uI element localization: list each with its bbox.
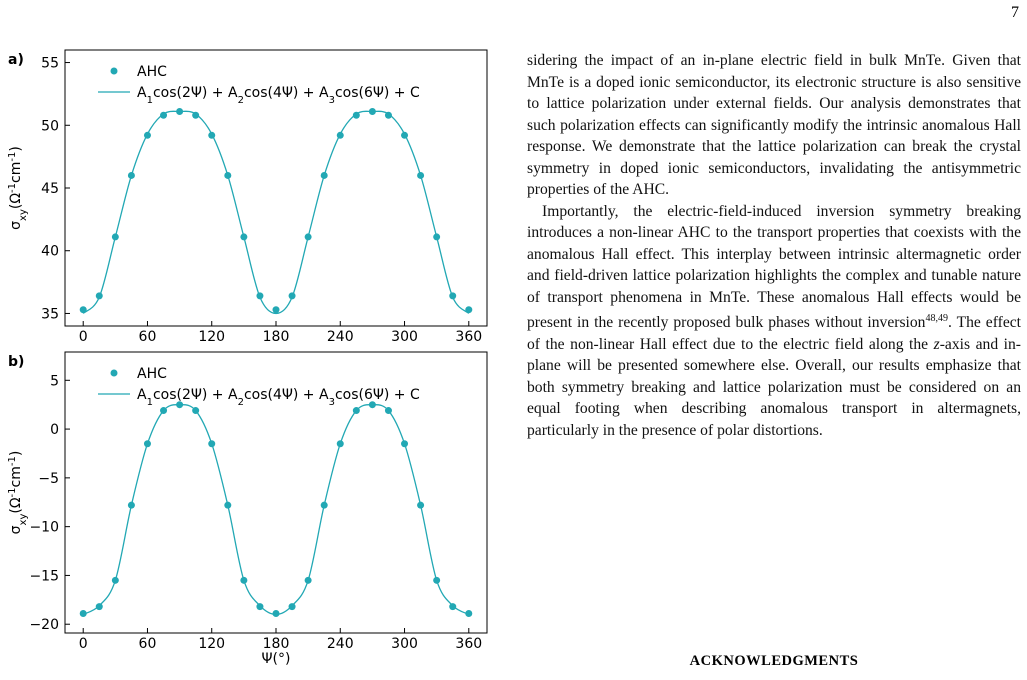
fit-line [82, 404, 470, 616]
label-part: ) [8, 146, 24, 151]
x-tick-label: 0 [79, 636, 88, 652]
label-part: σ [8, 221, 24, 230]
x-tick-label: 360 [455, 636, 482, 652]
label-part: (Ω [8, 193, 24, 209]
label-part: σ [8, 525, 24, 534]
text-column: sidering the impact of an in-plane elect… [527, 50, 1021, 441]
label-part: -1 [7, 487, 18, 497]
panel-label: b) [8, 354, 24, 370]
section-heading: ACKNOWLEDGMENTS [689, 653, 859, 669]
label-part: cm [8, 162, 24, 183]
label-part: 2 [238, 95, 244, 106]
y-tick-label: 0 [50, 422, 59, 438]
label-part: cos(2Ψ) + A [153, 85, 238, 101]
label-part: 2 [238, 397, 244, 408]
x-tick-label: 60 [139, 329, 157, 345]
label-part: 3 [329, 95, 335, 106]
text: . The effect of the non-linear Hall effe… [527, 314, 1022, 353]
text: -axis and in-plane will be presented som… [527, 335, 1021, 439]
label-part: -1 [7, 456, 18, 466]
legend-marker [110, 67, 118, 75]
legend-marker [110, 369, 118, 377]
x-tick-label: 180 [263, 636, 290, 652]
label-part: cos(2Ψ) + A [153, 387, 238, 403]
y-tick-label: −15 [29, 568, 59, 584]
citation: 48,49 [925, 313, 948, 324]
y-tick-label: 40 [41, 244, 59, 260]
page-number: 7 [1011, 4, 1019, 21]
x-tick-label: 60 [139, 636, 157, 652]
label-part: (Ω [8, 497, 24, 513]
y-tick-label: 35 [41, 306, 59, 322]
y-tick-label: 45 [41, 181, 59, 197]
label-part: xy [18, 209, 29, 221]
label-part: AHC [137, 366, 167, 382]
x-tick-label: 300 [391, 329, 418, 345]
x-tick-label: 120 [198, 329, 225, 345]
y-tick-label: 55 [41, 56, 59, 72]
paragraph: Importantly, the electric-field-induced … [527, 201, 1021, 442]
paragraph: sidering the impact of an in-plane elect… [527, 52, 1021, 198]
label-part: cos(4Ψ) + A [244, 387, 329, 403]
label-part: AHC [137, 64, 167, 80]
legend-label: AHC [137, 366, 167, 382]
data-point [288, 603, 296, 611]
x-tick-label: 180 [263, 329, 290, 345]
fit-line [82, 110, 470, 315]
x-tick-label: 0 [79, 329, 88, 345]
y-tick-label: −5 [38, 471, 59, 487]
x-tick-label: 240 [327, 636, 354, 652]
label-part: cos(6Ψ) + C [335, 85, 420, 101]
data-point [449, 603, 457, 611]
label-part: ) [8, 451, 24, 456]
label-part: cm [8, 466, 24, 487]
label-part: 3 [329, 397, 335, 408]
symbol: z [933, 335, 940, 353]
x-tick-label: 120 [198, 636, 225, 652]
data-point [79, 306, 87, 314]
y-tick-label: 5 [50, 373, 59, 389]
y-tick-label: −10 [29, 520, 59, 536]
legend-label: A1cos(2Ψ) + A2cos(4Ψ) + A3cos(6Ψ) + C [137, 85, 420, 106]
data-point [272, 306, 280, 314]
text: Importantly, the electric-field-induced … [527, 202, 1021, 332]
data-point [272, 609, 280, 617]
x-tick-label: 240 [327, 329, 354, 345]
y-axis-label: σxy(Ω-1cm-1) [7, 146, 29, 230]
y-tick-label: 50 [41, 118, 59, 134]
data-point [95, 603, 103, 611]
data-point [79, 609, 87, 617]
label-part: A [137, 85, 147, 101]
label-part: A [137, 387, 147, 403]
x-tick-label: 300 [391, 636, 418, 652]
x-tick-label: 360 [455, 329, 482, 345]
y-axis-label: σxy(Ω-1cm-1) [7, 451, 29, 535]
data-point [465, 306, 473, 314]
data-point [465, 609, 473, 617]
label-part: cos(6Ψ) + C [335, 387, 420, 403]
legend-label: AHC [137, 64, 167, 80]
label-part: xy [18, 514, 29, 526]
label-part: -1 [7, 183, 18, 193]
y-tick-label: −20 [29, 617, 59, 633]
x-axis-label: Ψ(°) [262, 651, 291, 667]
legend-label: A1cos(2Ψ) + A2cos(4Ψ) + A3cos(6Ψ) + C [137, 387, 420, 408]
label-part: -1 [7, 152, 18, 162]
label-part: cos(4Ψ) + A [244, 85, 329, 101]
panel-label: a) [8, 52, 24, 68]
data-point [256, 603, 264, 611]
label-part: 1 [147, 95, 153, 106]
label-part: 1 [147, 397, 153, 408]
